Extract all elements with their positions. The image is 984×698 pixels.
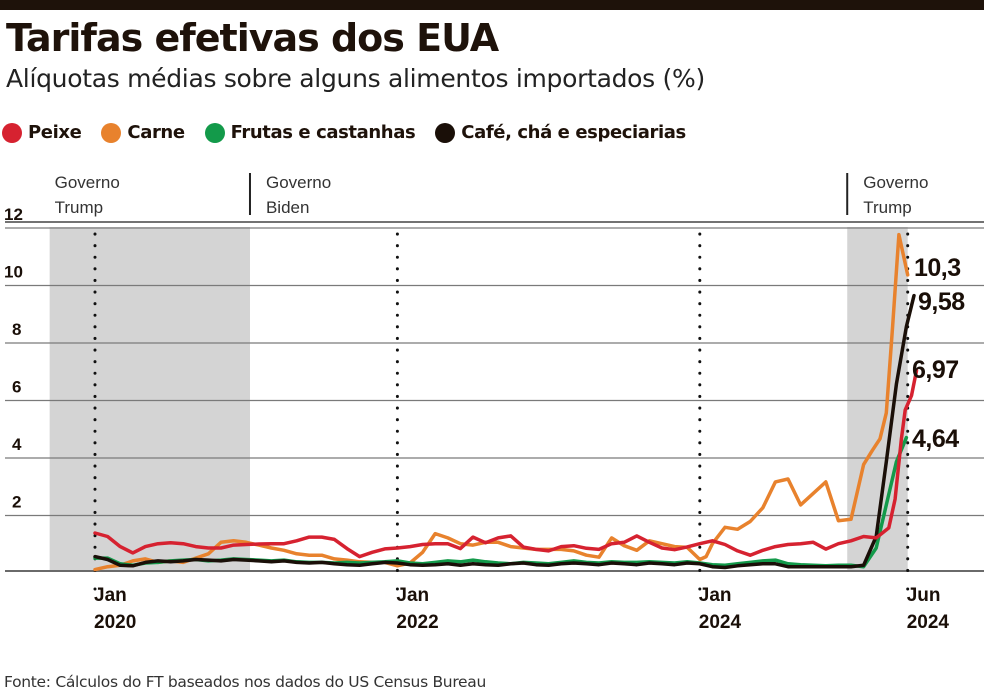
period-label-line1: Governo [863,173,928,192]
source-note: Fonte: Cálculos do FT baseados nos dados… [4,673,487,691]
shaded-period-0 [49,227,250,571]
end-label: 9,58 [918,288,965,316]
top-rule [0,0,984,10]
tick-dot [93,587,97,591]
y-axis-ticks: 2 4 6 8 10 12 [4,205,23,512]
series-line-peixe [93,368,919,559]
legend-label: Café, chá e especiarias [461,122,686,143]
chart-subtitle: Alíquotas médias sobre alguns alimentos … [6,64,705,93]
x-tick-label-month: Jun [907,585,941,606]
line-chart: Governo Trump Governo Biden Governo Trump 2 4 6… [4,173,984,633]
x-tick-label-year: 2024 [907,612,950,633]
x-tick-label-year: 2020 [94,612,136,633]
period-label-line2: Biden [266,198,309,217]
y-tick-label: 8 [12,320,21,339]
x-axis-ticks: Jan 2020 Jan 2022 Jan 2024 Jun 2024 [94,585,949,633]
period-labels: Governo Trump Governo Biden Governo Trump [55,173,928,217]
tick-dot [395,587,399,591]
y-tick-label: 12 [4,205,23,224]
legend-item-peixe: Peixe [2,122,82,143]
legend: Peixe Carne Frutas e castanhas Café, chá… [2,122,686,143]
period-label-line2: Trump [55,198,104,217]
x-tick-label-month: Jan [94,585,127,606]
legend-dot-icon [101,122,122,143]
chart-title: Tarifas efetivas dos EUA [6,16,499,60]
x-tick-label-month: Jan [396,585,429,606]
y-tick-label: 10 [4,263,23,282]
legend-label: Peixe [28,122,82,143]
tick-dot [906,587,910,591]
x-tick-label-month: Jan [699,585,732,606]
gridlines [5,221,984,572]
end-label: 6,97 [912,356,959,384]
shaded-period-1 [847,227,908,571]
x-tick-label-year: 2022 [396,612,438,633]
x-tick-label-year: 2024 [699,612,742,633]
legend-dot-icon [2,122,22,143]
legend-item-frutas: Frutas e castanhas [204,122,416,143]
y-tick-label: 2 [12,493,21,512]
end-label: 10,3 [914,254,961,282]
dotted-tick-lines [93,232,910,591]
shaded-periods [49,227,908,571]
tick-dot [698,587,702,591]
period-label-line1: Governo [266,173,331,192]
series-lines [93,232,919,572]
legend-label: Frutas e castanhas [230,122,416,143]
legend-item-cafe: Café, chá e especiarias [435,122,686,143]
y-tick-label: 4 [12,435,22,454]
y-tick-label: 6 [12,378,21,397]
period-label-line1: Governo [55,173,120,192]
period-label-line2: Trump [863,198,912,217]
series-line-caf-ch-e-especiarias [93,293,916,570]
legend-dot-icon [435,122,456,143]
legend-item-carne: Carne [101,122,185,143]
end-label: 4,64 [912,425,959,453]
end-labels: 6,97 10,3 4,64 9,58 [912,254,966,453]
legend-dot-icon [204,122,225,143]
legend-label: Carne [127,122,185,143]
